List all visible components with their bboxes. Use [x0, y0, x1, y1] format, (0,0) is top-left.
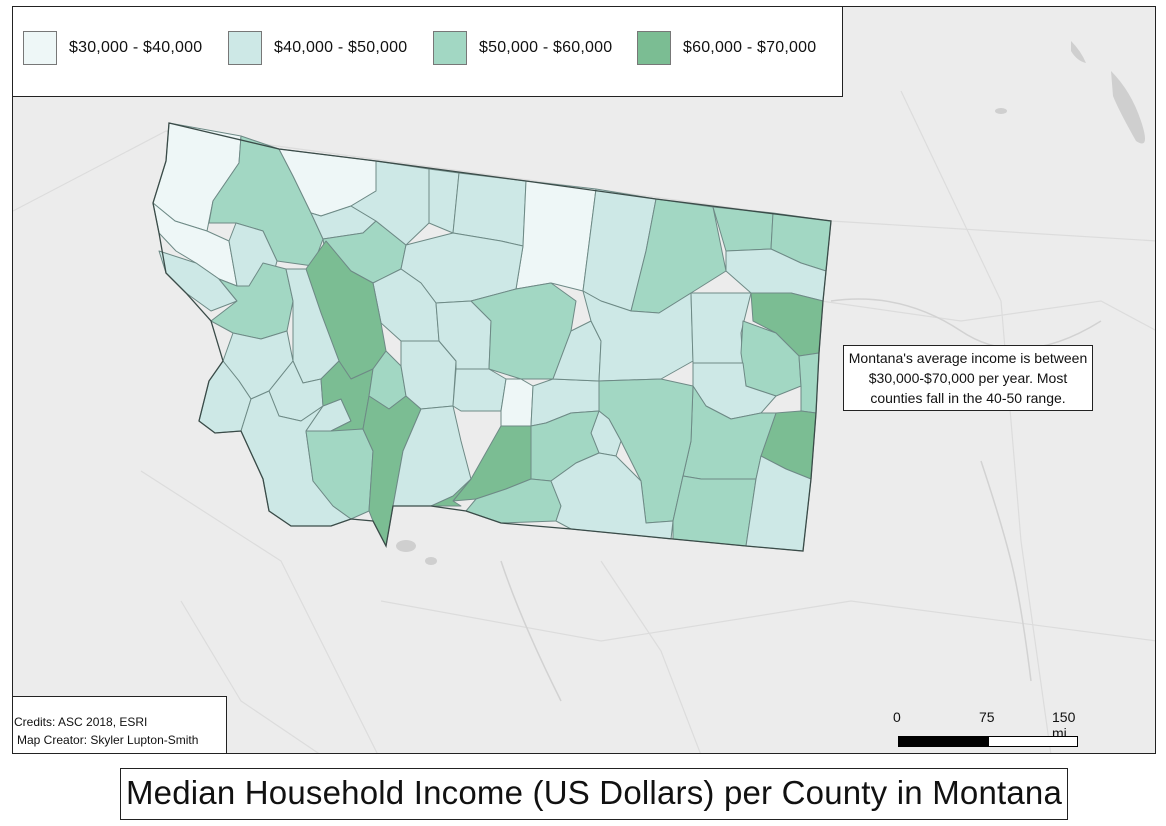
map-title: Median Household Income (US Dollars) per… — [120, 768, 1068, 820]
county-golden-valley[interactable] — [500, 378, 534, 427]
county-wheatland[interactable] — [452, 368, 507, 412]
county-stillwater[interactable] — [430, 478, 472, 507]
note-line: Montana's average income is between — [848, 350, 1088, 366]
average-income-note: Montana's average income is between $30,… — [843, 345, 1093, 411]
basemap-water — [396, 41, 1145, 565]
note-line: counties fall in the 40-50 range. — [870, 390, 1066, 406]
basemap-roads — [13, 90, 1155, 753]
basemap-rivers — [500, 298, 1102, 702]
credits-creator: Map Creator: Skyler Lupton-Smith — [17, 733, 199, 747]
legend-label: $60,000 - $70,000 — [683, 39, 817, 56]
legend-item-30k-40k: $30,000 - $40,000 — [23, 31, 202, 65]
legend-item-60k-70k: $60,000 - $70,000 — [637, 31, 816, 65]
county-polygons — [152, 122, 832, 552]
note-line: $30,000-$70,000 per year. Most — [868, 370, 1068, 386]
county-dawson[interactable] — [740, 320, 802, 397]
scale-bar: 0 75 150 mi — [893, 707, 1093, 751]
county-blaine[interactable] — [515, 180, 597, 292]
legend-label: $50,000 - $60,000 — [479, 39, 613, 56]
legend-swatch — [637, 31, 671, 65]
credits-source: Credits: ASC 2018, ESRI — [14, 715, 148, 729]
legend-label: $40,000 - $50,000 — [274, 39, 408, 56]
legend-swatch — [23, 31, 57, 65]
county-missoula[interactable] — [210, 262, 294, 340]
scale-label-75: 75 — [979, 709, 995, 725]
legend-item-40k-50k: $40,000 - $50,000 — [228, 31, 407, 65]
legend-item-50k-60k: $50,000 - $60,000 — [433, 31, 612, 65]
scale-bar-white-segment — [988, 736, 1078, 747]
county-big-horn[interactable] — [550, 452, 674, 540]
scale-bar-black-segment — [898, 736, 988, 747]
legend-swatch — [433, 31, 467, 65]
legend-label: $30,000 - $40,000 — [69, 39, 203, 56]
credits-box: Credits: ASC 2018, ESRI Map Creator: Sky… — [13, 696, 227, 753]
legend-swatch — [228, 31, 262, 65]
map-frame[interactable]: $30,000 - $40,000 $40,000 - $50,000 $50,… — [12, 6, 1156, 754]
scale-label-0: 0 — [893, 709, 901, 725]
legend: $30,000 - $40,000 $40,000 - $50,000 $50,… — [13, 7, 843, 97]
state-outline — [152, 122, 832, 552]
county-powder-river[interactable] — [672, 475, 757, 547]
